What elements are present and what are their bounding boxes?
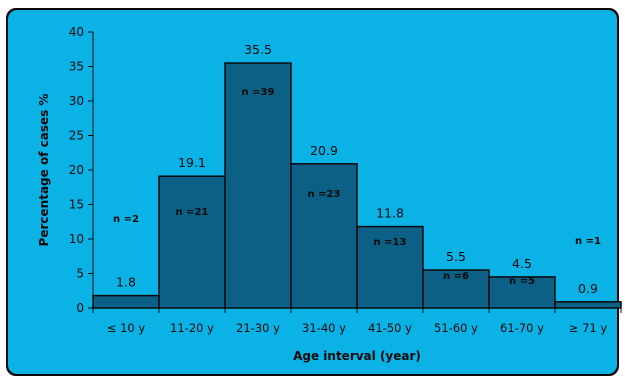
- count-label: n =39: [242, 87, 275, 98]
- y-tick-label: 15: [69, 198, 84, 212]
- x-tick-label: 41-50 y: [368, 321, 412, 335]
- labels: 0 5 10 15 20 25 30 35 40 ≤ 10 y 11-20 y 21-30 y 31-4…: [37, 25, 607, 363]
- x-tick-label: ≥ 71 y: [569, 321, 608, 335]
- y-tick-label: 0: [76, 301, 84, 315]
- bar: [92, 294, 160, 309]
- y-tick-label: 10: [69, 232, 84, 246]
- count-label: n =2: [113, 214, 139, 225]
- axes: [88, 31, 622, 313]
- bar: [158, 175, 226, 309]
- data-label: 5.5: [446, 249, 466, 264]
- y-tick-label: 30: [69, 94, 84, 108]
- x-tick-label: ≤ 10 y: [107, 321, 146, 335]
- x-tick-label: 51-60 y: [434, 321, 478, 335]
- chart-frame: [6, 8, 619, 376]
- data-label: 35.5: [244, 42, 272, 57]
- x-tick-label: 21-30 y: [236, 321, 280, 335]
- count-label: n =6: [443, 271, 469, 282]
- x-axis-title: Age interval (year): [293, 349, 421, 363]
- y-tick-label: 5: [76, 267, 84, 281]
- data-label: 11.8: [376, 206, 404, 221]
- y-tick-label: 40: [69, 25, 84, 39]
- count-label: n =13: [374, 237, 407, 248]
- data-label: 19.1: [178, 155, 206, 170]
- x-tick-label: 11-20 y: [170, 321, 214, 335]
- bar: [422, 269, 490, 309]
- y-axis-title: Percentage of cases %: [37, 94, 51, 247]
- x-tick-label: 61-70 y: [500, 321, 544, 335]
- x-tick-label: 31-40 y: [302, 321, 346, 335]
- count-label: n =1: [575, 236, 601, 247]
- count-label: n =5: [509, 276, 535, 287]
- count-label: n =23: [308, 189, 341, 200]
- y-tick-label: 35: [69, 60, 84, 74]
- data-label: 0.9: [578, 281, 598, 296]
- bar: [356, 225, 424, 309]
- data-label: 20.9: [310, 143, 338, 158]
- y-tick-label: 25: [69, 129, 84, 143]
- bar: [554, 301, 622, 309]
- bar: [224, 62, 292, 309]
- count-label: n =21: [176, 207, 209, 218]
- bar: [290, 163, 358, 309]
- y-tick-label: 20: [69, 163, 84, 177]
- bars: [92, 62, 622, 309]
- data-label: 1.8: [116, 275, 136, 290]
- bar: [488, 276, 556, 309]
- data-label: 4.5: [512, 256, 532, 271]
